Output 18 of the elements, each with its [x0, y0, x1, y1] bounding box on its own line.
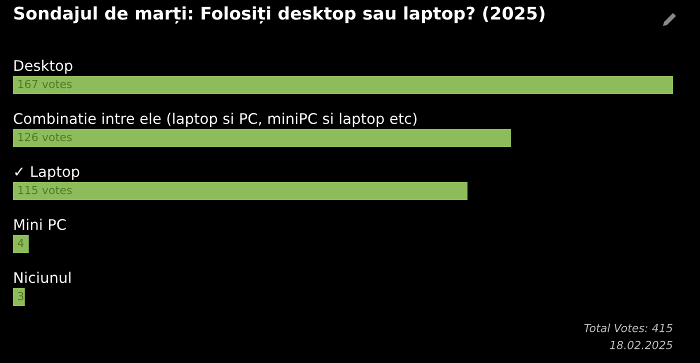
data-label: 115 votes: [18, 186, 72, 194]
y-tick-label: Desktop: [14, 60, 72, 74]
bar: [13, 235, 29, 254]
data-label: 4: [18, 238, 24, 248]
text: 18.02.2025: [610, 340, 672, 350]
y-tick-label: Combinatie intre ele (laptop si PC, miniPC si laptop etc): [14, 112, 416, 127]
y-tick-label: ✓ Laptop: [15, 166, 80, 180]
chart-title: Sondajul de marți: Folosiți desktop sau laptop? (2025): [14, 6, 544, 24]
data-label: 3: [18, 292, 24, 300]
y-tick-label: Mini PC: [14, 218, 66, 230]
bar: [13, 76, 673, 94]
bar: [13, 128, 511, 148]
bar: [13, 288, 25, 306]
y-tick-label: Niciunul: [14, 272, 70, 284]
data-label: 126 votes: [18, 132, 72, 142]
text: Total Votes: 415: [584, 324, 672, 332]
data-label: 167 votes: [18, 80, 72, 88]
bar: [13, 182, 468, 200]
